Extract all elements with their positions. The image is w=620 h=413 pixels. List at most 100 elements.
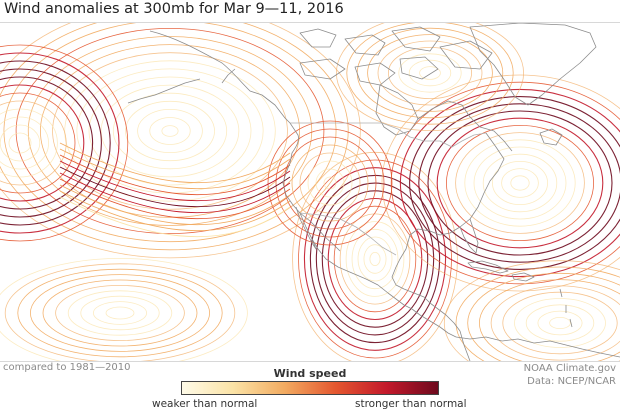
jet-streamline	[59, 148, 291, 190]
streamline	[315, 168, 345, 198]
central-america	[411, 302, 461, 338]
streamline	[315, 182, 435, 336]
streamline	[39, 44, 301, 218]
hispaniola	[511, 272, 535, 282]
streamline	[549, 316, 571, 329]
legend-title: Wind speed	[273, 367, 347, 380]
streamline	[390, 81, 620, 285]
streamline	[491, 160, 548, 205]
streamline	[479, 279, 620, 361]
streamline	[339, 213, 411, 305]
streamline	[0, 23, 361, 259]
comparison-note: compared to 1981—2010	[3, 362, 131, 373]
jet-streamline	[59, 196, 291, 238]
streamline	[0, 60, 111, 226]
streamline	[351, 228, 399, 290]
streamline	[510, 175, 530, 191]
streamline	[445, 125, 594, 241]
streamline	[64, 60, 276, 202]
map-title: Wind anomalies at 300mb for Mar 9—11, 20…	[4, 1, 344, 17]
jet-streamline	[59, 178, 291, 220]
hudson-bay-coastline	[375, 84, 513, 152]
florida-peninsula	[459, 218, 479, 254]
streamline	[112, 92, 228, 170]
streamline	[299, 152, 361, 214]
streamline	[327, 197, 423, 321]
streamline	[377, 40, 483, 106]
lesser-antilles	[559, 288, 573, 328]
jet-streamline	[59, 190, 291, 232]
streamline	[149, 117, 191, 145]
streamline	[467, 272, 620, 361]
legend-high-label: stronger than normal	[355, 398, 467, 410]
arctic-islands	[299, 26, 493, 86]
streamline	[333, 205, 417, 313]
jet-streamline	[59, 142, 291, 184]
credit-data: Data: NCEP/NCAR	[527, 376, 616, 387]
streamline	[356, 27, 504, 119]
streamline	[0, 23, 349, 251]
jet-streamline	[59, 172, 291, 214]
streamline	[303, 167, 447, 351]
newfoundland	[539, 128, 563, 146]
streamline	[55, 284, 185, 341]
streamline	[298, 159, 452, 359]
streamline	[3, 23, 337, 243]
streamline	[419, 66, 441, 80]
streamline	[67, 290, 173, 336]
streamline	[0, 100, 67, 186]
streamline	[0, 68, 102, 218]
credit-source: NOAA Climate.gov	[523, 363, 616, 374]
streamline	[93, 301, 148, 325]
land-boundaries	[127, 23, 620, 361]
jet-streamline	[59, 184, 291, 226]
streamline	[30, 274, 210, 352]
greenland-coastline	[469, 23, 597, 106]
streamline	[537, 310, 583, 336]
streamline	[4, 263, 236, 361]
streamline	[0, 258, 248, 361]
streamline	[0, 124, 41, 162]
us-canada-border	[290, 122, 487, 148]
streamline	[427, 110, 613, 256]
streamline	[501, 168, 539, 198]
streamline	[267, 120, 393, 246]
baja-california	[295, 206, 317, 250]
streamline	[275, 128, 385, 238]
streamline	[502, 291, 618, 355]
streamline	[455, 266, 620, 361]
streamline	[443, 260, 620, 361]
credit-block: NOAA Climate.gov Data: NCEP/NCAR	[524, 362, 616, 388]
streamline	[52, 52, 288, 210]
jet-streamline	[59, 160, 291, 202]
streamline	[292, 151, 458, 361]
wind-anomaly-map	[0, 22, 620, 362]
streamline	[283, 136, 377, 230]
streamline	[436, 117, 604, 249]
streamline	[345, 221, 405, 297]
streamline	[42, 279, 198, 347]
legend-low-label: weaker than normal	[152, 398, 258, 410]
us-mexico-border	[299, 212, 397, 256]
streamline	[137, 109, 203, 154]
streamline	[0, 52, 120, 234]
wind-streamlines	[0, 23, 620, 361]
legend-color-bar	[181, 381, 439, 395]
streamline	[473, 146, 567, 220]
streamline	[408, 59, 452, 87]
streamline	[464, 139, 576, 227]
streamline	[309, 174, 441, 344]
streamline	[0, 116, 49, 170]
map-canvas	[0, 23, 620, 361]
streamline	[88, 76, 252, 186]
streamline	[100, 84, 240, 178]
streamline	[15, 28, 325, 234]
streamline	[17, 268, 223, 358]
streamline	[336, 23, 524, 131]
streamline	[291, 144, 369, 222]
streamline	[490, 285, 620, 361]
streamline	[381, 74, 620, 292]
streamline	[105, 306, 135, 320]
jet-streamline	[59, 166, 291, 208]
streamline	[0, 108, 58, 178]
